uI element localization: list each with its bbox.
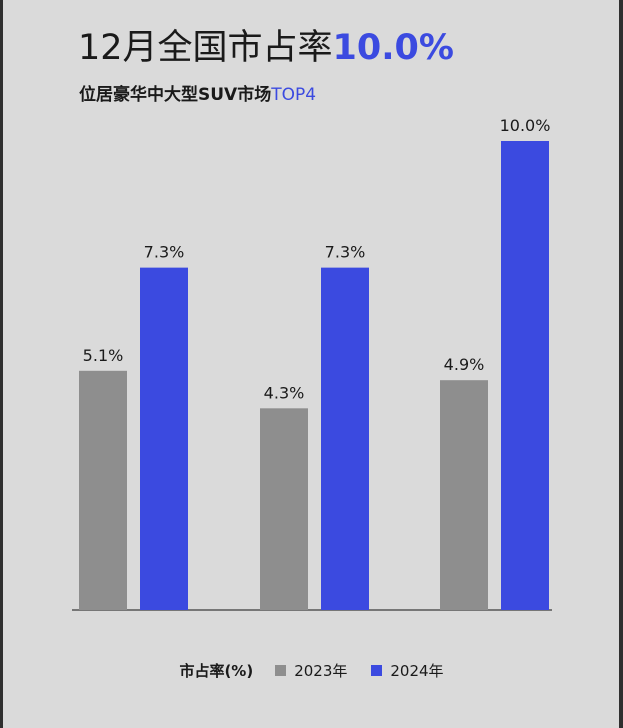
bar-value-label-2024-2: 7.3% <box>325 243 366 262</box>
title-highlight: 10.0% <box>332 28 454 68</box>
legend-swatch-2023 <box>275 665 287 676</box>
bar-value-label-2023-3: 4.9% <box>444 355 485 374</box>
bar-2024-3 <box>501 141 549 610</box>
legend-item-2023: 2023年 <box>275 660 347 681</box>
left-frame-border <box>0 0 3 728</box>
bar-value-label-2024-1: 7.3% <box>144 243 185 262</box>
chart-title: 12月全国市占率10.0% <box>78 26 454 70</box>
bar-value-label-2024-3: 10.0% <box>500 116 551 135</box>
bar-2023-1 <box>79 370 127 610</box>
subtitle-prefix: 位居豪华中大型SUV市场 <box>79 85 272 105</box>
chart-legend: 市占率(%) 2023年 2024年 <box>0 660 623 681</box>
legend-label: 市占率(%) <box>179 662 254 680</box>
bar-value-label-2023-2: 4.3% <box>264 383 305 402</box>
bar-2023-3 <box>440 380 488 610</box>
subtitle-highlight: TOP4 <box>271 85 317 105</box>
right-frame-border <box>619 0 623 728</box>
bar-2024-2 <box>321 267 369 610</box>
legend-text-2024: 2024年 <box>390 662 444 680</box>
bar-2023-2 <box>260 408 308 610</box>
legend-swatch-2024 <box>371 665 383 676</box>
bar-value-label-2023-1: 5.1% <box>83 346 124 365</box>
title-prefix: 12月全国市占率 <box>78 28 333 68</box>
legend-item-2024: 2024年 <box>371 660 444 681</box>
legend-text-2023: 2023年 <box>294 662 348 680</box>
chart-subtitle: 位居豪华中大型SUV市场TOP4 <box>79 84 316 106</box>
bar-2024-1 <box>140 267 188 610</box>
